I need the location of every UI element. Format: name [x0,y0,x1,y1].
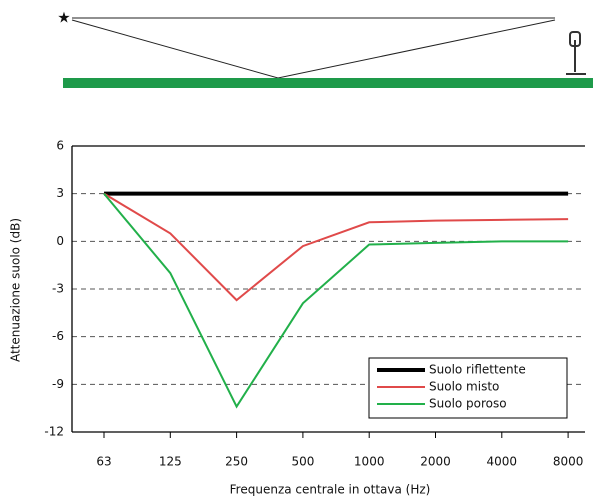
legend-label: Suolo riflettente [429,363,526,377]
y-tick-label: 6 [56,139,64,153]
x-tick-label: 1000 [354,455,385,469]
chart: ★ Frequenza centrale in ottava (Hz) Atte… [0,0,593,499]
y-tick-label: -6 [52,329,64,343]
x-tick-label: 63 [96,455,111,469]
legend: Suolo riflettente Suolo misto Suolo poroso [369,358,567,418]
x-tick-label: 125 [159,455,182,469]
legend-label: Suolo poroso [429,397,507,411]
x-tick-label: 4000 [487,455,518,469]
y-axis-label: Attenuazione suolo (dB) [9,218,23,362]
x-tick-label: 2000 [420,455,451,469]
y-tick-label: -3 [52,282,64,296]
ground-diagram: ★ [57,9,593,89]
y-tick-label: -9 [52,377,64,391]
y-tick-label: 3 [56,186,64,200]
y-tick-label: 0 [56,234,64,248]
source-star: ★ [57,9,70,27]
series-line [104,194,568,300]
x-tick-label: 500 [291,455,314,469]
receiver-icon [566,32,586,74]
ground-bar [63,78,593,88]
reflected-path [72,20,555,78]
legend-label: Suolo misto [429,380,499,394]
x-axis-label: Frequenza centrale in ottava (Hz) [230,483,431,497]
x-tick-label: 250 [225,455,248,469]
x-tick-label: 8000 [553,455,584,469]
y-tick-label: -12 [44,425,64,439]
